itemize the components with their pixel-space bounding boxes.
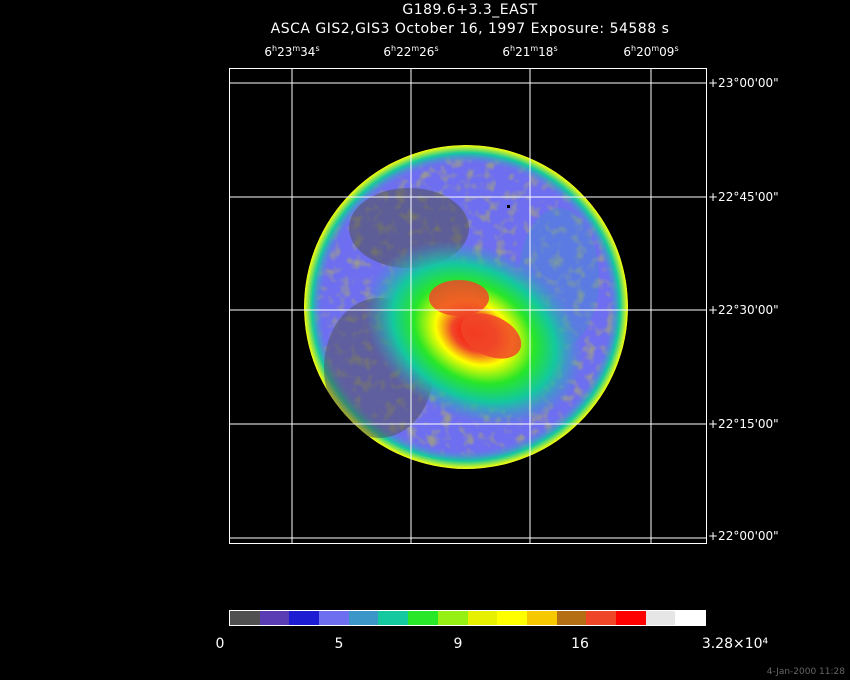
colorbar-swatch: [497, 611, 527, 625]
image-subtitle: ASCA GIS2,GIS3 October 16, 1997 Exposure…: [270, 21, 670, 37]
dec-tick-label: +23°00'00": [708, 76, 779, 90]
xray-image-plot: [229, 68, 707, 544]
ra-tick-label: 6h23m34s: [264, 44, 320, 59]
colorbar-swatch: [378, 611, 409, 625]
colorbar-label: 0: [215, 636, 225, 652]
colorbar-label: 9: [453, 636, 463, 652]
timestamp: 4-Jan-2000 11:28: [766, 667, 845, 677]
colorbar-label: 5: [334, 636, 344, 652]
colorbar: [229, 610, 706, 626]
dec-tick-label: +22°30'00": [708, 303, 779, 317]
dec-tick-label: +22°45'00": [708, 190, 779, 204]
colorbar-swatch: [259, 611, 290, 625]
detector-field: [304, 145, 628, 469]
colorbar-swatch: [319, 611, 349, 625]
colorbar-swatch: [348, 611, 379, 625]
dec-tick-label: +22°00'00": [708, 529, 779, 543]
image-title: G189.6+3.3_EAST: [402, 2, 538, 18]
colorbar-swatch: [586, 611, 616, 625]
colorbar-swatch: [526, 611, 557, 625]
dec-tick-label: +22°15'00": [708, 417, 779, 431]
colorbar-swatch: [675, 611, 705, 625]
ra-tick-label: 6h21m18s: [502, 44, 558, 59]
colorbar-swatch: [467, 611, 498, 625]
colorbar-swatch: [615, 611, 646, 625]
colorbar-label: 3.28×10⁴: [701, 636, 769, 652]
colorbar-label: 16: [571, 636, 589, 652]
colorbar-swatch: [645, 611, 676, 625]
ra-tick-label: 6h22m26s: [383, 44, 439, 59]
ra-tick-label: 6h20m09s: [623, 44, 679, 59]
coordinate-grid: [229, 68, 707, 544]
colorbar-swatch: [230, 611, 260, 625]
colorbar-swatch: [556, 611, 587, 625]
colorbar-swatch: [289, 611, 320, 625]
colorbar-swatch: [437, 611, 468, 625]
colorbar-swatch: [408, 611, 438, 625]
